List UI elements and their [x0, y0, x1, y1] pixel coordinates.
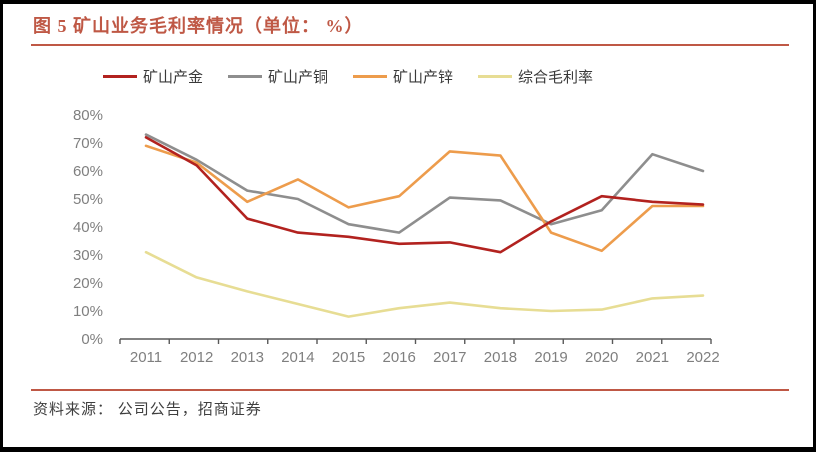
- y-axis-tick-label: 30%: [73, 247, 103, 264]
- x-axis-tick-label: 2012: [180, 349, 213, 366]
- series-line-comprehensive: [144, 250, 705, 318]
- x-axis-tick-label: 2016: [382, 349, 415, 366]
- y-axis-tick-label: 0%: [81, 331, 103, 348]
- legend-swatch-zinc: [353, 74, 388, 78]
- legend-swatch-gold: [103, 74, 137, 78]
- legend-item-copper: 矿山产铜: [228, 66, 328, 87]
- legend-label-zinc: 矿山产锌: [393, 69, 454, 86]
- x-axis-tick-label: 2014: [281, 349, 314, 366]
- legend-swatch-copper: [228, 74, 263, 78]
- y-axis-tick-label: 60%: [73, 163, 103, 180]
- legend-label-copper: 矿山产铜: [268, 69, 329, 86]
- source-note: 资料来源： 公司公告，招商证券: [33, 402, 262, 418]
- x-axis-tick-label: 2019: [534, 349, 567, 366]
- footer-rule: [31, 389, 789, 391]
- chart-legend: 矿山产金 矿山产铜 矿山产锌 综合毛利率: [103, 66, 593, 86]
- legend-swatch-comprehensive: [478, 74, 513, 78]
- y-axis-tick-label: 10%: [73, 303, 103, 320]
- margin-trend-line-chart: 0% 10% 20% 30% 40% 50% 60% 70% 80% 2011 2012 2013 20…: [73, 107, 720, 366]
- series-line-zinc: [144, 144, 705, 253]
- series-line-copper: [144, 133, 705, 234]
- x-axis-tick-label: 2022: [686, 349, 719, 366]
- legend-item-gold: 矿山产金: [103, 66, 203, 87]
- y-axis-tick-label: 70%: [73, 135, 103, 152]
- x-axis-tick-label: 2018: [484, 349, 517, 366]
- x-axis-tick-label: 2011: [130, 349, 162, 366]
- legend-label-gold: 矿山产金: [143, 69, 204, 86]
- y-axis-tick-label: 20%: [73, 275, 103, 292]
- legend-item-zinc: 矿山产锌: [353, 66, 453, 87]
- series-line-gold: [144, 136, 705, 254]
- legend-label-comprehensive: 综合毛利率: [518, 69, 594, 86]
- x-axis-tick-label: 2017: [433, 349, 466, 366]
- y-axis-tick-label: 80%: [73, 107, 103, 124]
- x-axis-tick-label: 2015: [332, 349, 365, 366]
- title-underline: [31, 44, 789, 46]
- x-axis-tick-label: 2020: [585, 349, 618, 366]
- figure-title: 图 5 矿山业务毛利率情况（单位： %）: [33, 16, 364, 36]
- y-axis-tick-label: 40%: [73, 219, 103, 236]
- x-axis-tick-label: 2013: [231, 349, 264, 366]
- legend-item-comprehensive: 综合毛利率: [478, 66, 593, 87]
- x-axis-tick-label: 2021: [636, 349, 669, 366]
- y-axis-tick-label: 50%: [73, 191, 103, 208]
